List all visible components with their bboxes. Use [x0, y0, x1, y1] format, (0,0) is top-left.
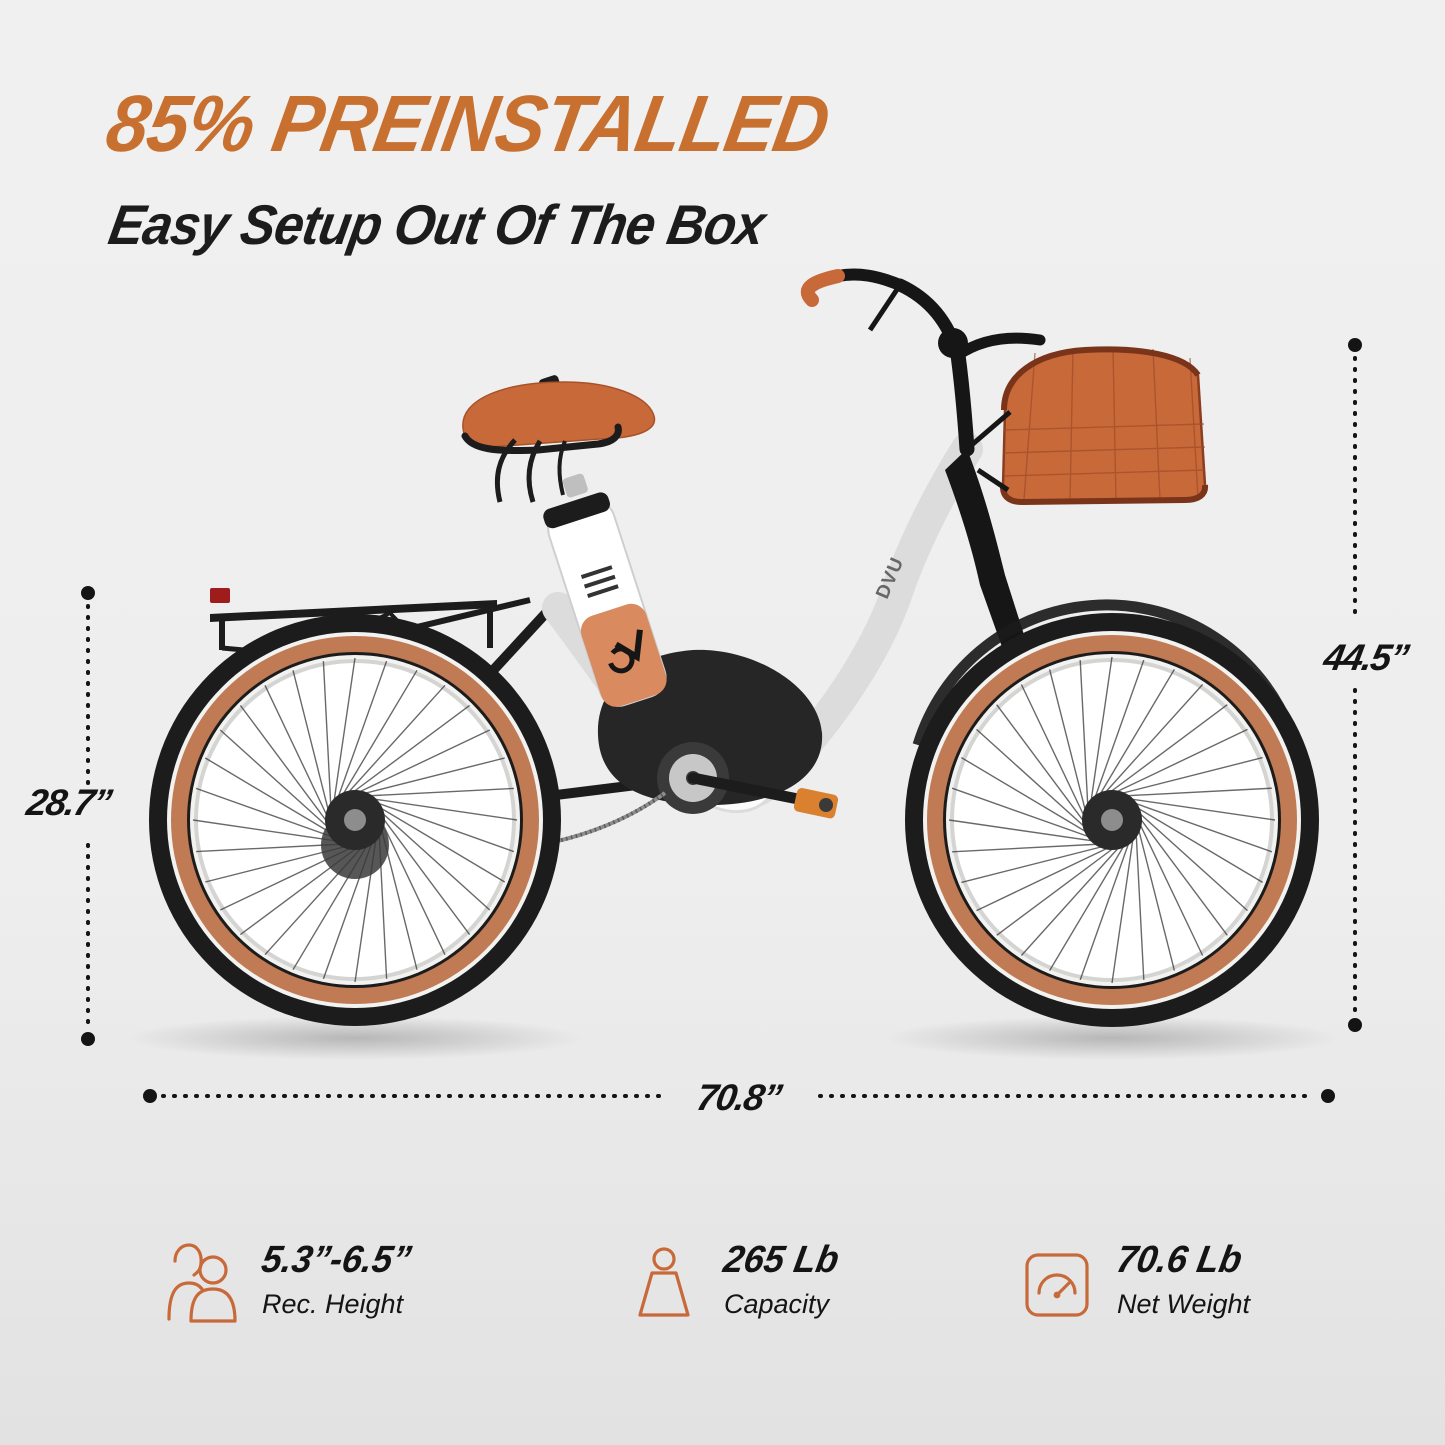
svg-text:44.5”: 44.5”: [1320, 636, 1413, 678]
svg-text:28.7”: 28.7”: [23, 781, 116, 823]
svg-text:70.8”: 70.8”: [694, 1076, 786, 1118]
